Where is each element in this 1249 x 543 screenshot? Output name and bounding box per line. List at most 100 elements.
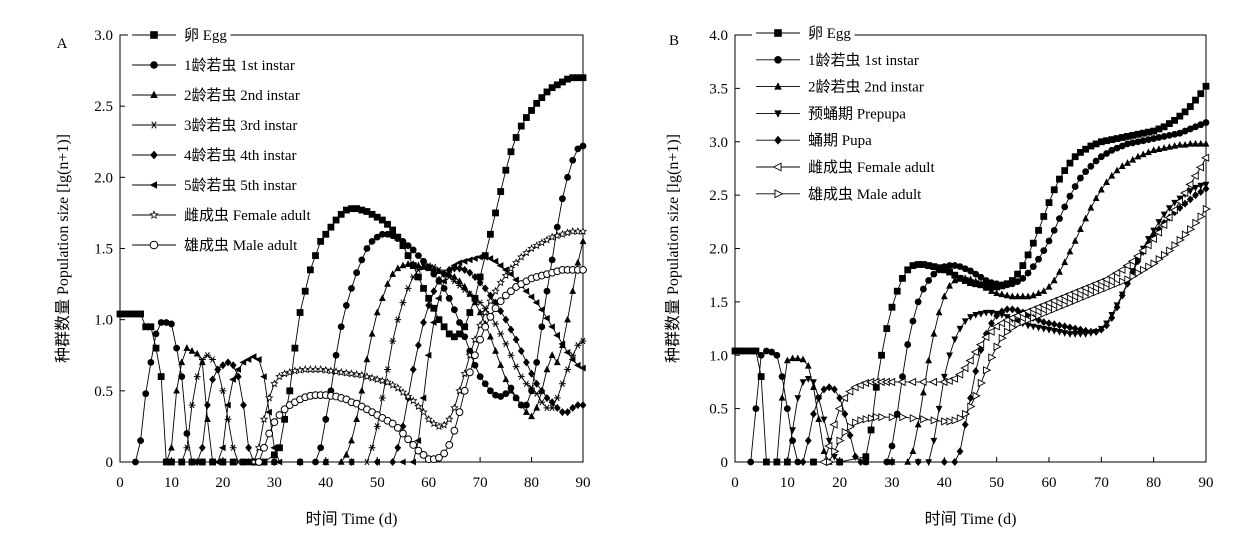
data-point — [342, 368, 351, 377]
data-point — [961, 420, 969, 429]
legend-marker — [150, 150, 158, 160]
data-point — [224, 401, 231, 409]
data-point — [553, 331, 560, 339]
data-point — [543, 287, 551, 295]
data-point — [1029, 291, 1037, 299]
data-point — [1082, 292, 1091, 301]
legend-label: 1龄若虫 1st instar — [808, 52, 919, 69]
legend-marker — [149, 210, 159, 219]
data-point — [574, 145, 582, 153]
data-point — [1176, 203, 1184, 212]
data-point — [373, 213, 381, 221]
data-point — [162, 319, 170, 326]
data-point — [888, 303, 896, 311]
data-point — [147, 323, 155, 331]
data-point — [1197, 90, 1205, 98]
data-point — [1160, 211, 1168, 219]
data-point — [944, 376, 953, 386]
y-tick-label: 1.0 — [709, 348, 728, 364]
data-point — [1029, 263, 1037, 271]
data-point — [553, 223, 561, 231]
data-point — [548, 84, 556, 92]
data-point — [988, 283, 995, 291]
data-point — [378, 216, 386, 224]
data-point — [461, 333, 469, 341]
data-point — [204, 415, 211, 423]
data-point — [496, 262, 504, 269]
data-point — [961, 274, 969, 282]
data-point — [564, 366, 571, 373]
data-point — [862, 453, 870, 461]
data-point — [1008, 305, 1016, 314]
data-point — [1186, 125, 1194, 133]
data-point — [967, 267, 974, 275]
data-point — [168, 443, 175, 451]
data-point — [445, 266, 452, 274]
x-tick-label: 50 — [989, 475, 1004, 491]
data-point — [1197, 121, 1205, 129]
data-point — [941, 417, 950, 426]
data-point — [1186, 195, 1194, 204]
data-point — [512, 335, 520, 344]
data-point — [1202, 82, 1210, 90]
data-point — [1181, 127, 1189, 135]
data-point — [1008, 292, 1016, 300]
data-point — [1092, 288, 1102, 297]
data-point — [1077, 174, 1084, 182]
data-point — [527, 244, 536, 253]
x-tick-label: 10 — [780, 475, 795, 491]
legend-bg — [128, 145, 316, 165]
data-point — [254, 356, 262, 363]
data-point — [528, 387, 535, 395]
data-point — [553, 358, 561, 366]
data-point — [383, 377, 392, 386]
x-axis-label: 时间 Time (d) — [925, 510, 1017, 528]
data-point — [1077, 294, 1086, 303]
data-point — [476, 335, 485, 344]
legend-marker — [150, 61, 158, 69]
data-point — [476, 278, 484, 287]
data-point — [198, 358, 206, 366]
data-point — [265, 429, 274, 438]
data-point — [1087, 162, 1095, 170]
legend-label: 雌成虫 Female adult — [184, 207, 311, 224]
data-point — [1176, 195, 1184, 203]
data-point — [757, 373, 765, 380]
data-point — [1024, 315, 1034, 325]
data-point — [331, 367, 341, 376]
data-point — [1056, 329, 1063, 336]
data-point — [1066, 323, 1074, 332]
data-point — [1103, 137, 1110, 145]
data-point — [1118, 162, 1126, 170]
data-point — [579, 237, 587, 245]
data-point — [424, 414, 433, 423]
data-point — [951, 416, 960, 425]
data-point — [1186, 188, 1194, 195]
data-point — [450, 277, 458, 285]
data-point — [1085, 281, 1095, 290]
data-point — [270, 418, 279, 427]
data-point — [804, 436, 812, 445]
data-point — [491, 257, 499, 265]
data-point — [429, 419, 439, 428]
data-point — [327, 223, 335, 231]
data-point — [553, 81, 561, 89]
data-point — [1045, 307, 1054, 316]
data-point — [1024, 251, 1032, 259]
data-point — [826, 457, 835, 467]
data-point — [1176, 140, 1184, 148]
data-point — [321, 365, 331, 374]
data-point — [564, 173, 571, 181]
data-point — [497, 393, 505, 400]
data-point — [1181, 108, 1189, 116]
data-point — [312, 252, 319, 260]
data-point — [930, 263, 938, 271]
data-point — [121, 310, 129, 318]
data-point — [935, 308, 943, 316]
data-point — [579, 401, 587, 410]
data-point — [502, 166, 510, 174]
panel-label: B — [669, 33, 679, 49]
data-point — [820, 416, 828, 424]
data-point — [414, 446, 423, 455]
data-point — [1132, 251, 1142, 261]
